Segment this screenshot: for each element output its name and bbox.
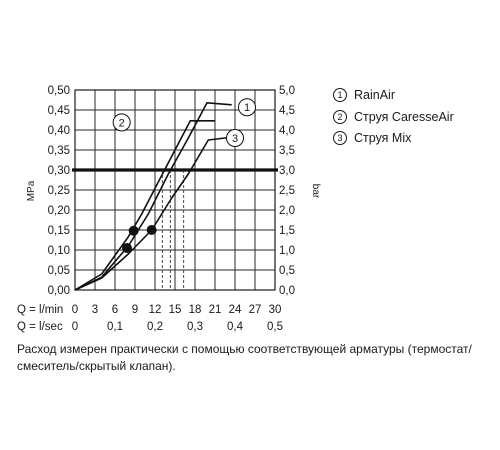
legend-number-2: 2 xyxy=(333,109,347,124)
y-right-tick-label: 3,0 xyxy=(279,165,295,177)
callout-circle-1 xyxy=(238,98,256,117)
plot-frame xyxy=(74,89,276,291)
measurement-note: Расход измерен практически с помощью соо… xyxy=(17,342,472,373)
y-right-tick-label: 2,5 xyxy=(279,185,295,197)
x-row-label: Q = l/min xyxy=(17,304,63,316)
legend-item-mix: 3 Струя Mix xyxy=(333,128,454,150)
y-right-tick-label: 4,5 xyxy=(279,105,295,117)
y-right-tick-label: 3,5 xyxy=(279,145,295,157)
y-left-tick-label: 0,45 xyxy=(48,105,70,117)
curve-callouts: 1 2 3 xyxy=(112,98,256,147)
axis-labels: 0,000,050,100,150,200,250,300,350,400,45… xyxy=(17,85,321,333)
series-line-1 xyxy=(74,102,232,291)
x-tick-label: 0,5 xyxy=(267,321,283,333)
chart-grid xyxy=(72,89,278,291)
y-right-unit-label: bar xyxy=(310,184,321,199)
legend-item-rainair: 1 RainAir xyxy=(333,85,454,107)
callout-number-2: 2 xyxy=(119,117,125,129)
pressure-flow-chart: 123 0,000,050,100,150,200,250,300,350,40… xyxy=(17,85,321,333)
x-tick-label: 0,1 xyxy=(107,321,123,333)
crossing-reference-lines xyxy=(161,170,185,290)
x-tick-label: 9 xyxy=(132,304,138,316)
x-tick-label: 0 xyxy=(72,321,78,333)
y-left-tick-label: 0,50 xyxy=(48,85,70,97)
y-right-tick-label: 1,0 xyxy=(279,245,295,257)
y-right-tick-label: 2,0 xyxy=(279,205,295,217)
y-left-tick-label: 0,15 xyxy=(48,225,70,237)
callout-circle-3 xyxy=(226,129,244,147)
data-marker xyxy=(146,225,157,235)
legend-label: RainAir xyxy=(354,88,395,102)
y-right-tick-label: 4,0 xyxy=(279,125,295,137)
y-left-tick-label: 0,40 xyxy=(48,125,70,137)
data-marker xyxy=(128,225,139,236)
legend-item-caresseair: 2 Струя CaresseAir xyxy=(333,107,454,129)
series-curves xyxy=(74,102,232,291)
x-tick-label: 6 xyxy=(112,304,118,316)
x-tick-label: 24 xyxy=(229,304,242,316)
legend-label: Струя CaresseAir xyxy=(354,109,454,124)
y-left-tick-label: 0,30 xyxy=(48,165,70,177)
x-tick-label: 0,2 xyxy=(147,321,163,333)
y-left-tick-label: 0,10 xyxy=(48,245,70,257)
data-markers xyxy=(122,225,157,253)
x-tick-label: 30 xyxy=(269,304,282,316)
legend-label: Струя Mix xyxy=(354,131,412,145)
y-left-unit-label: MPa xyxy=(26,180,37,201)
series-line-3 xyxy=(74,137,231,291)
x-tick-label: 0 xyxy=(72,304,78,316)
data-marker xyxy=(122,243,132,253)
x-tick-label: 21 xyxy=(209,304,222,316)
callout-circle-2 xyxy=(112,113,131,132)
y-right-tick-label: 5,0 xyxy=(279,85,295,97)
y-left-tick-label: 0,05 xyxy=(48,265,70,277)
y-right-tick-label: 1,5 xyxy=(279,225,295,237)
x-tick-label: 27 xyxy=(249,304,262,316)
callout-number-3: 3 xyxy=(232,133,238,145)
x-row-label: Q = l/sec xyxy=(17,321,63,333)
legend: 1 RainAir 2 Струя CaresseAir 3 Струя Mix xyxy=(333,85,454,150)
callout-number-1: 1 xyxy=(244,102,250,114)
legend-number-3: 3 xyxy=(333,131,347,145)
x-tick-label: 0,3 xyxy=(187,321,203,333)
x-tick-label: 12 xyxy=(149,304,162,316)
y-left-tick-label: 0,35 xyxy=(48,145,70,157)
y-left-tick-label: 0,25 xyxy=(48,185,70,197)
x-tick-label: 15 xyxy=(169,304,182,316)
x-tick-label: 0,4 xyxy=(227,321,244,333)
y-right-tick-label: 0,5 xyxy=(279,265,295,277)
legend-number-1: 1 xyxy=(333,88,347,102)
y-left-tick-label: 0,00 xyxy=(48,285,70,297)
y-left-tick-label: 0,20 xyxy=(48,205,70,217)
y-right-tick-label: 0,0 xyxy=(279,285,295,297)
series-line-2 xyxy=(74,120,215,291)
x-tick-label: 18 xyxy=(189,304,202,316)
x-tick-label: 3 xyxy=(92,304,98,316)
